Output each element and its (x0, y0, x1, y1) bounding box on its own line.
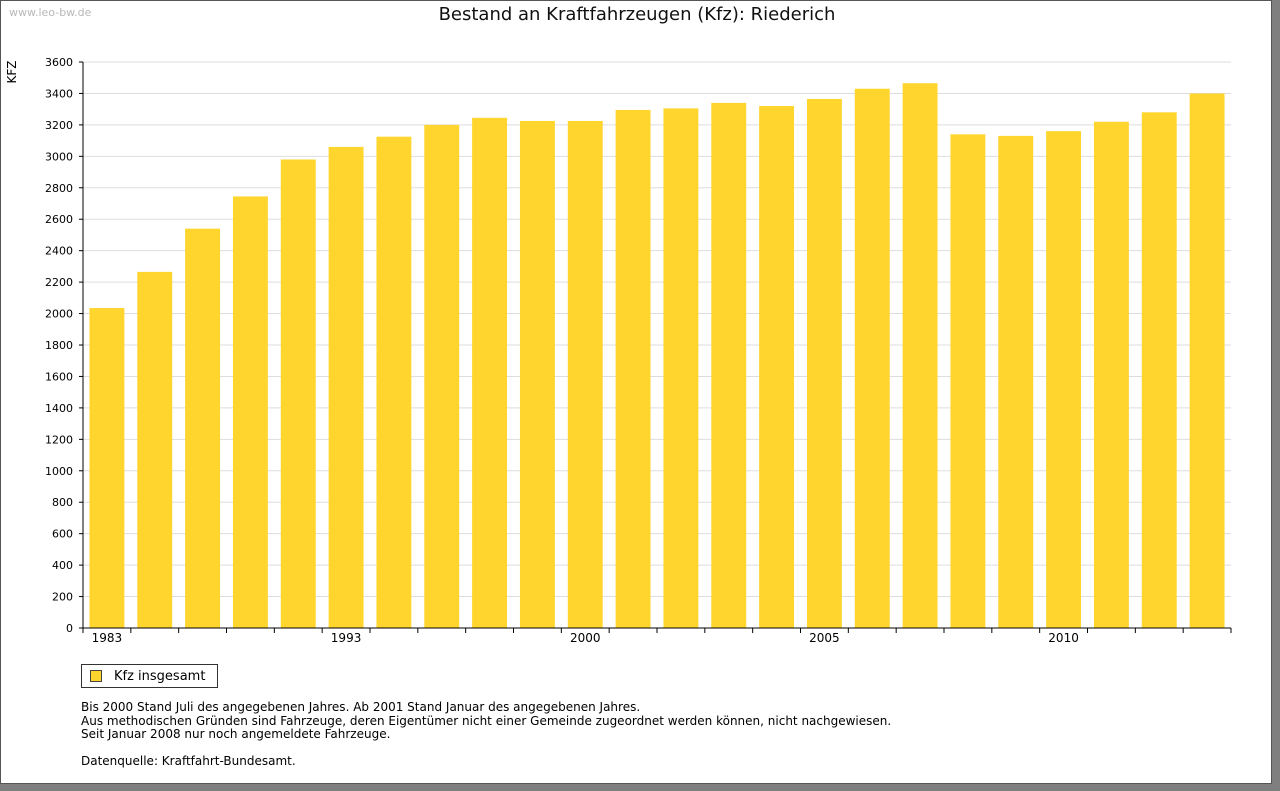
bar-2008 (950, 134, 986, 629)
legend: Kfz insgesamt (81, 664, 219, 688)
y-tick-label-1800: 1800 (45, 339, 73, 352)
y-axis-label: KFZ (5, 61, 19, 84)
bar-2011 (1093, 121, 1129, 628)
x-tick-label-2000: 2000 (570, 631, 601, 645)
y-tick-label-800: 800 (52, 496, 73, 509)
legend-swatch-kfz-insgesamt (90, 670, 102, 682)
axes: 0 200 400 600 800 1000 1200 1400 1600 1800 2000 220… (45, 56, 1232, 645)
y-tick-label-2400: 2400 (45, 245, 73, 258)
x-tick-label-2005: 2005 (809, 631, 840, 645)
y-tick-label-400: 400 (52, 559, 73, 572)
y-tick-label-3600: 3600 (45, 56, 73, 69)
bar-2005 (806, 98, 842, 629)
bar-2001 (615, 109, 651, 629)
bar-1993 (328, 146, 364, 628)
bar-2010 (1046, 131, 1082, 628)
bar-1991 (280, 159, 316, 628)
bar-2002 (663, 108, 699, 628)
bar-2004 (759, 106, 795, 629)
y-tick-label-200: 200 (52, 591, 73, 604)
bar-1987 (185, 228, 221, 628)
y-tick-label-1200: 1200 (45, 433, 73, 446)
bar-1985 (137, 271, 173, 628)
bar-1989 (232, 196, 268, 629)
x-tick-label-1983: 1983 (92, 631, 123, 645)
chart-title: Bestand an Kraftfahrzeugen (Kfz): Rieder… (438, 4, 836, 25)
y-tick-label-1400: 1400 (45, 402, 73, 415)
y-tick-label-3400: 3400 (45, 87, 73, 100)
bar-1983 (89, 308, 125, 628)
y-tick-label-2600: 2600 (45, 213, 73, 226)
footnote-line-3: Seit Januar 2008 nur noch angemeldete Fa… (81, 727, 391, 741)
bar-1998 (472, 117, 508, 628)
watermark: www.leo-bw.de (9, 6, 92, 19)
bar-2000 (567, 120, 603, 628)
bars (89, 83, 1225, 629)
data-source: Datenquelle: Kraftfahrt-Bundesamt. (81, 753, 296, 768)
footnote-line-2: Aus methodischen Gründen sind Fahrzeuge,… (81, 713, 892, 728)
y-tick-label-600: 600 (52, 528, 73, 541)
y-tick-label-1600: 1600 (45, 370, 73, 383)
x-tick-label-2010: 2010 (1048, 631, 1079, 645)
bar-1999 (519, 120, 555, 628)
bar-2007 (902, 83, 938, 629)
y-tick-label-1000: 1000 (45, 465, 73, 478)
y-tick-label-2200: 2200 (45, 276, 73, 289)
footnote-line-1: Bis 2000 Stand Juli des angegebenen Jahr… (81, 700, 641, 714)
y-tick-label-3200: 3200 (45, 119, 73, 132)
bar-2009 (998, 135, 1034, 628)
x-tick-label-1993: 1993 (331, 631, 362, 645)
bar-1995 (376, 136, 412, 629)
bar-1997 (424, 124, 460, 628)
bar-2003 (711, 102, 747, 628)
gridlines (83, 61, 1231, 598)
y-tick-label-3000: 3000 (45, 150, 73, 163)
y-tick-label-0: 0 (66, 622, 73, 635)
bar-2012 (1141, 112, 1177, 629)
bar-2006 (854, 88, 890, 628)
footnotes: Bis 2000 Stand Juli des angegebenen Jahr… (81, 700, 892, 768)
y-tick-label-2000: 2000 (45, 308, 73, 321)
bar-2013 (1189, 93, 1225, 628)
legend-label-kfz-insgesamt: Kfz insgesamt (114, 668, 206, 684)
bar-chart: 0 200 400 600 800 1000 1200 1400 1600 1800 2000 220… (5, 56, 1232, 645)
y-tick-label-2800: 2800 (45, 182, 73, 195)
